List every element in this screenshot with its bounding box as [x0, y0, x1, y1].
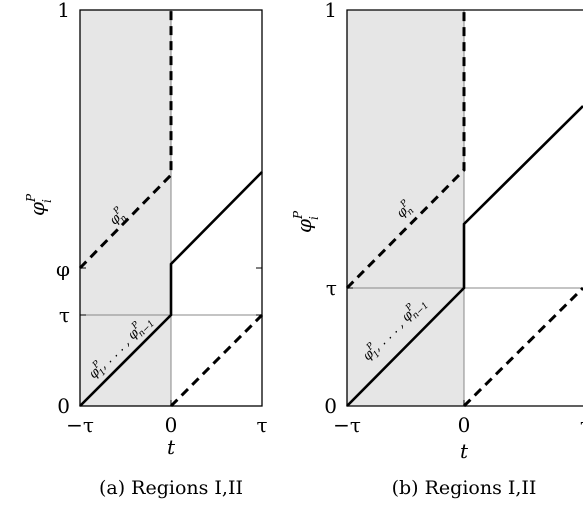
ytick-label-tau-a: τ — [59, 303, 70, 327]
curve-dashed-lower-b — [462, 286, 583, 408]
ytick-label-phi-a: φ — [56, 257, 70, 281]
panel-a: 0 τ φ 1 −τ 0 τ t φP i φPn φP1, . . . , φP… — [24, 0, 268, 499]
xaxis-label-a: t — [167, 435, 176, 459]
xtick-label-neg-tau-a: −τ — [66, 413, 94, 437]
ytick-label-1-b: 1 — [324, 0, 337, 22]
panel-b: 0 τ 1 −τ 0 τ t φPi φPn φP1, . . . , φPn−… — [291, 0, 583, 499]
ytick-label-0-b: 0 — [324, 394, 337, 418]
xaxis-label-b: t — [460, 439, 469, 463]
ytick-label-1-a: 1 — [57, 0, 70, 22]
curve-solid-b — [346, 105, 583, 407]
xtick-label-neg-tau-b: −τ — [333, 413, 361, 437]
ytick-label-tau-b: τ — [326, 276, 337, 300]
shaded-region-a — [80, 10, 171, 406]
xtick-label-zero-b: 0 — [458, 413, 471, 437]
xtick-label-tau-b: τ — [580, 413, 583, 437]
svg-text:φPi: φP i — [291, 210, 321, 233]
yaxis-label-b: φP i — [291, 210, 321, 233]
curve-dashed-upper-b — [345, 10, 466, 290]
caption-a: (a) Regions I,II — [99, 477, 243, 499]
ytick-label-0-a: 0 — [57, 394, 70, 418]
curve-dashed-lower-a — [169, 313, 264, 408]
yaxis-label-a: φP i — [24, 193, 54, 216]
xtick-label-zero-a: 0 — [165, 413, 178, 437]
curve-solid-a — [79, 171, 263, 407]
curve-dashed-upper-a — [78, 10, 173, 270]
svg-text:φPi: φP i — [24, 193, 54, 216]
shaded-region-b — [347, 10, 464, 406]
caption-b: (b) Regions I,II — [392, 477, 537, 499]
xtick-label-tau-a: τ — [256, 413, 267, 437]
